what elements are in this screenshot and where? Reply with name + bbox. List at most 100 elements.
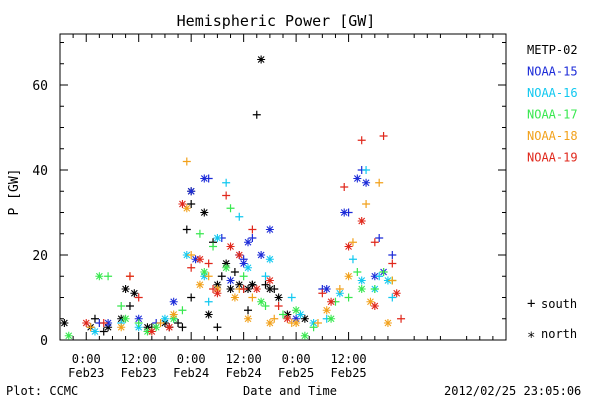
north-star-marker: [143, 327, 152, 336]
south-plus-marker: [261, 272, 270, 281]
north-star-marker: [257, 251, 266, 259]
south-plus-marker: [204, 272, 213, 281]
south-plus-marker: [239, 285, 248, 293]
north-star-marker: [195, 280, 204, 289]
south-plus-marker: [309, 323, 318, 332]
south-plus-marker: [313, 319, 322, 327]
legend-series-label: NOAA-16: [527, 86, 578, 100]
x-tick-time-label: 0:00: [177, 352, 206, 366]
south-plus-marker: [90, 314, 99, 323]
north-star-marker: [121, 314, 130, 323]
south-plus-marker: [344, 293, 353, 302]
north-star-marker: [357, 285, 366, 293]
north-star-marker: [152, 323, 161, 332]
south-plus-marker: [222, 178, 231, 187]
north-star-marker: [117, 314, 126, 323]
north-star-marker: [160, 319, 169, 327]
north-star-marker: [252, 285, 261, 293]
axes: 02040600:00Feb2312:00Feb230:00Feb2412:00…: [32, 34, 506, 380]
y-axis-label-group: P [GW]: [7, 169, 22, 216]
south-plus-marker: [104, 272, 113, 281]
north-star-marker: [82, 319, 91, 327]
north-star-marker: [226, 285, 235, 293]
south-plus-marker: [248, 234, 257, 242]
north-star-marker: [169, 314, 178, 323]
north-star-marker: [222, 263, 231, 272]
south-plus-marker: [370, 285, 379, 293]
north-star-marker: [244, 314, 253, 323]
north-star-marker: [147, 327, 156, 336]
north-star-marker: [95, 272, 104, 281]
x-tick-date-label: Feb25: [331, 366, 367, 380]
north-star-marker: [182, 251, 191, 259]
south-plus-marker: [235, 212, 244, 221]
legend-symbol-label-south: south: [541, 297, 577, 311]
x-tick-date-label: Feb24: [173, 366, 209, 380]
south-plus-marker: [318, 289, 327, 298]
north-star-marker: [257, 297, 266, 306]
north-star-marker: [327, 297, 336, 306]
north-star-marker: [300, 331, 309, 340]
north-star-marker: [195, 255, 204, 264]
x-tick-date-label: Feb24: [226, 366, 262, 380]
chart-title: Hemispheric Power [GW]: [177, 12, 376, 30]
south-plus-marker: [375, 178, 384, 187]
north-star-marker: [340, 208, 349, 217]
north-star-marker: [104, 323, 113, 332]
south-plus-marker: [204, 297, 213, 306]
x-tick-time-label: 12:00: [226, 352, 262, 366]
north-star-marker: [383, 319, 392, 327]
legend-series-label: NOAA-18: [527, 129, 578, 143]
south-plus-marker: [99, 319, 108, 327]
south-plus-marker: [213, 323, 222, 332]
south-plus-marker: [388, 259, 397, 268]
legend-symbol-north: *: [527, 330, 535, 346]
north-star-marker: [244, 285, 253, 293]
x-tick-date-label: Feb25: [278, 366, 314, 380]
north-star-marker: [121, 285, 130, 293]
north-star-marker: [248, 280, 257, 289]
legend-symbol-label-north: north: [541, 327, 577, 341]
north-star-marker: [322, 285, 331, 293]
south-plus-marker: [287, 293, 296, 302]
north-star-marker: [392, 289, 401, 298]
north-star-marker: [213, 285, 222, 293]
north-star-marker: [309, 319, 318, 327]
north-star-marker: [235, 251, 244, 259]
north-star-marker: [335, 289, 344, 298]
x-tick-date-label: Feb23: [68, 366, 104, 380]
north-star-marker: [344, 272, 353, 281]
south-plus-marker: [379, 268, 388, 276]
south-plus-marker: [209, 285, 218, 293]
south-plus-marker: [279, 310, 287, 319]
south-plus-marker: [187, 263, 196, 272]
south-plus-marker: [125, 272, 134, 281]
south-plus-marker: [388, 276, 397, 285]
north-star-marker: [265, 319, 274, 327]
south-plus-marker: [388, 251, 397, 259]
north-star-marker: [169, 297, 178, 306]
north-star-marker: [283, 314, 292, 323]
south-plus-marker: [335, 285, 344, 293]
legend-series-label: NOAA-19: [527, 151, 578, 165]
south-plus-marker: [178, 306, 187, 315]
south-plus-marker: [178, 323, 187, 332]
south-plus-marker: [187, 251, 196, 259]
north-star-marker: [191, 255, 200, 264]
north-star-marker: [200, 208, 209, 217]
south-plus-marker: [239, 272, 248, 281]
north-star-marker: [204, 310, 213, 319]
south-plus-marker: [195, 229, 204, 238]
north-star-marker: [357, 217, 366, 225]
south-plus-marker: [348, 255, 357, 264]
south-plus-marker: [226, 204, 235, 213]
south-plus-marker: [357, 136, 366, 145]
x-tick-time-label: 12:00: [121, 352, 157, 366]
south-plus-marker: [99, 327, 108, 336]
y-axis-label: P [GW]: [7, 169, 22, 216]
north-star-marker: [160, 314, 169, 323]
north-star-marker: [64, 331, 73, 340]
x-axis-label-group: Date and Time: [243, 384, 337, 398]
south-plus-marker: [261, 280, 270, 289]
